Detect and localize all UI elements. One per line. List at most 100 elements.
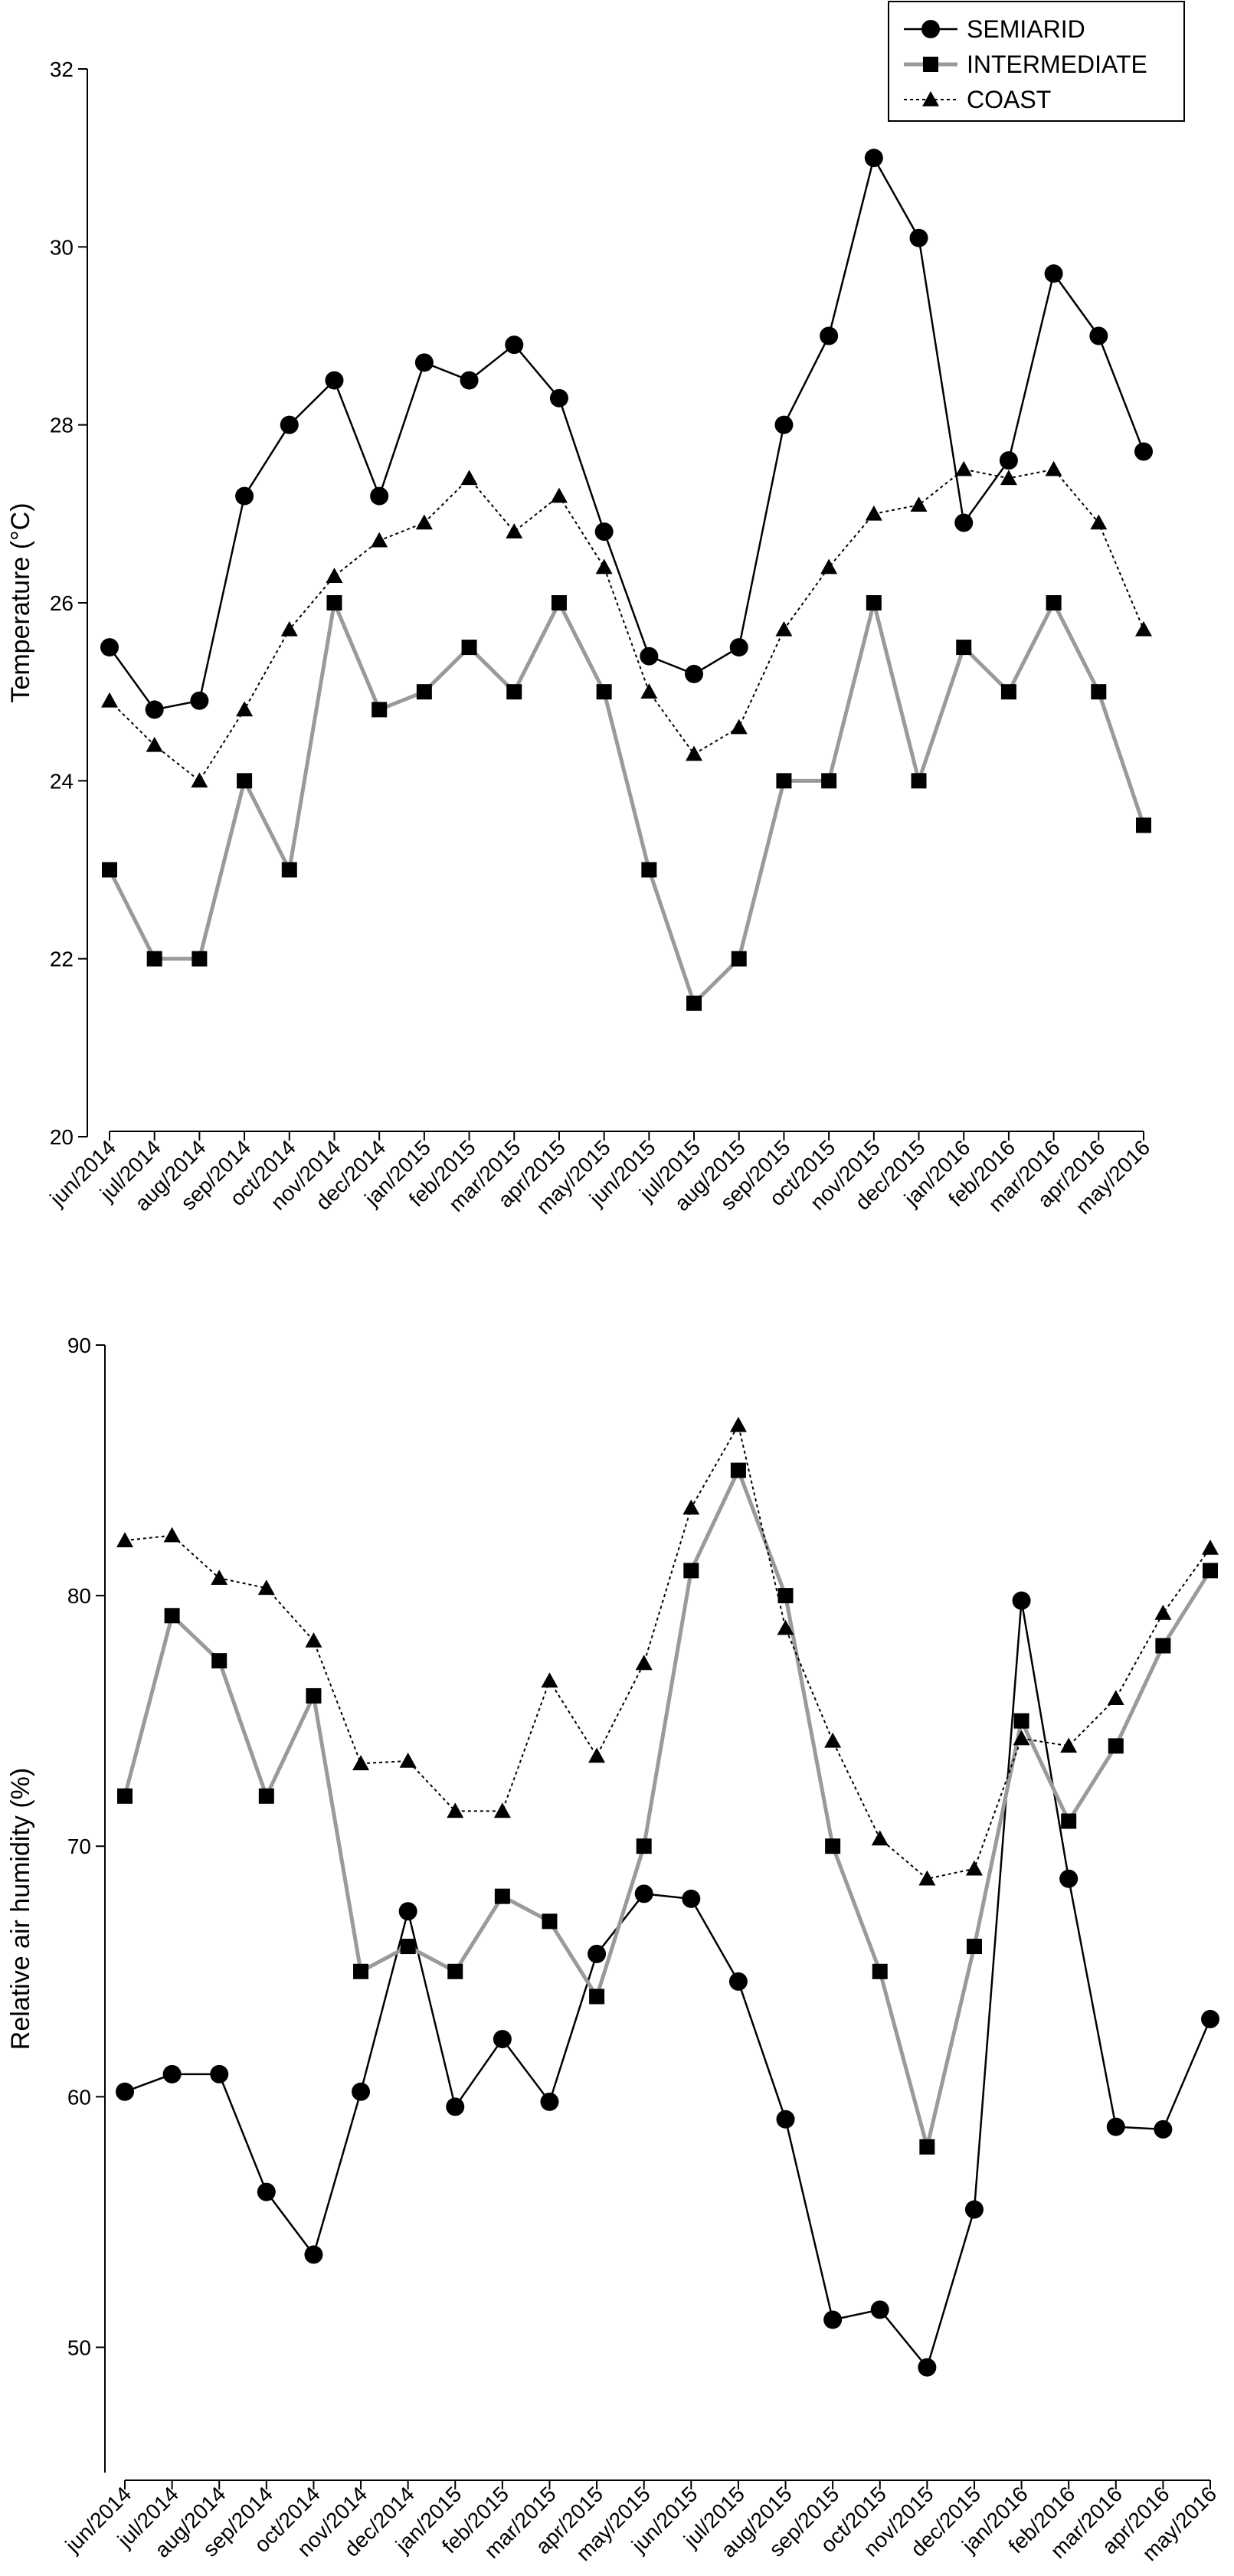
y-tick-label: 30 [50,235,74,259]
series-line [109,468,1144,782]
data-point [541,1672,558,1688]
series-coast [101,460,1152,788]
temperature-chart: 20222426283032jun/2014jul/2014aug/2014se… [6,1,1185,1219]
data-point [164,1608,180,1624]
data-point [1046,595,1062,610]
data-point [352,1755,370,1771]
legend-label: SEMIARID [967,15,1085,43]
data-point [1059,1869,1079,1888]
data-point [145,700,164,719]
data-point [635,1655,653,1671]
data-point [460,470,478,486]
data-point [237,773,253,789]
data-point [493,1802,511,1818]
data-point [257,2182,276,2201]
data-point [1201,2009,1219,2028]
data-point [1202,1539,1219,1555]
data-point [1203,1563,1218,1579]
data-point [211,1653,227,1669]
data-point [163,1527,181,1543]
data-point [864,149,883,168]
y-tick-label: 26 [50,591,74,615]
y-axis-title: Temperature (°C) [6,502,35,702]
data-point [1154,1605,1172,1620]
data-point [549,388,568,408]
data-point [911,773,927,789]
data-point [493,2030,512,2049]
data-point [100,638,119,657]
data-point [1060,1737,1078,1753]
series-line [107,596,1146,1007]
data-point [636,1838,652,1854]
data-point [1108,1738,1124,1754]
data-point [1061,1813,1077,1829]
data-point [400,1939,416,1955]
data-point [305,1632,322,1648]
data-point [776,773,792,789]
y-tick-label: 50 [67,2335,91,2359]
data-point [866,595,882,610]
data-point [634,1884,653,1903]
data-point [919,2139,935,2155]
data-point [372,702,388,718]
data-point [191,772,208,788]
data-point [461,640,477,656]
data-point [1045,460,1062,476]
data-point [146,951,162,967]
data-point [777,1619,794,1635]
data-point [682,1889,701,1908]
data-point [1012,1591,1031,1610]
data-point [777,1588,794,1604]
data-point [211,1569,228,1586]
data-point [595,558,613,574]
series-intermediate [117,1462,1218,2155]
series-line [108,155,1145,711]
data-point [326,595,342,610]
data-point [551,595,567,610]
data-point [686,745,703,761]
data-point [1000,470,1017,486]
data-point [640,683,658,699]
data-point [1134,442,1153,461]
data-point [446,2097,465,2116]
data-point [1013,1730,1030,1746]
data-point [416,684,432,700]
data-point [210,2064,229,2083]
humidity-chart: 5060708090jun/2014jul/2014aug/2014sep/20… [6,1334,1221,2565]
y-tick-label: 20 [50,1125,74,1149]
data-point [116,1532,133,1547]
legend: SEMIARID INTERMEDIATE COAST [888,1,1185,122]
data-point [1135,620,1152,637]
data-point [306,1687,322,1704]
data-point [729,638,748,657]
data-point [162,2064,182,2083]
data-point [494,1888,510,1904]
data-point [506,523,523,538]
legend-label: INTERMEDIATE [967,51,1147,78]
data-point [918,2358,937,2377]
data-point [460,371,479,390]
data-point [101,692,118,708]
legend-marker [923,57,938,72]
data-point [686,995,702,1011]
series-semiarid [100,149,1153,719]
data-point [871,1830,889,1846]
data-point [820,326,839,345]
data-point [505,336,524,355]
data-point [415,514,433,530]
y-tick-label: 90 [67,1334,91,1357]
data-point [414,353,434,372]
data-point [1044,264,1063,283]
data-point [281,862,297,878]
data-point [191,951,208,967]
data-point [964,2200,984,2219]
data-point [258,1788,274,1804]
series-coast [116,1416,1219,1886]
data-point [1000,684,1016,700]
data-point [1154,2119,1173,2139]
data-point [685,664,704,683]
data-point [729,1416,747,1432]
data-point [236,701,254,717]
data-point [594,522,614,542]
